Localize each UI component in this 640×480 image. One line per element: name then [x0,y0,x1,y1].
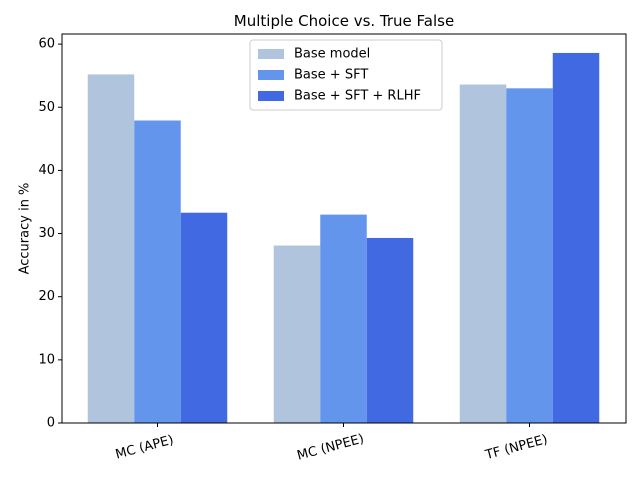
x-tick-label: MC (NPEE) [296,432,366,464]
legend-label: Base model [294,47,370,62]
x-tick-label: MC (APE) [114,433,175,463]
bar-base-sft-rlhf-0 [180,212,228,423]
legend-label: Base + SFT [294,68,368,83]
bar-base-model-2 [459,84,507,424]
legend-swatch [258,70,284,80]
y-tick-label: 50 [38,100,55,115]
bar-base-model-0 [87,74,135,423]
legend-swatch [258,91,284,101]
x-axis: MC (APE) MC (NPEE) TF (NPEE) [114,423,549,464]
chart-title: Multiple Choice vs. True False [234,12,454,30]
x-tick-label: TF (NPEE) [483,432,549,463]
legend-swatch [258,49,284,59]
bar-base-sft-1 [320,214,367,423]
bar-base-model-1 [273,245,321,423]
y-tick-label: 60 [38,37,55,52]
y-tick-label: 10 [38,352,55,367]
legend-box [249,39,443,111]
bar-base-sft-rlhf-1 [366,237,414,423]
y-tick-label: 30 [38,226,55,241]
y-axis-label: Accuracy in % [18,183,33,275]
plot-frame [61,33,627,424]
bar-base-sft-0 [134,120,181,423]
y-axis: 0 10 20 30 40 50 60 [38,37,62,431]
bar-base-sft-2 [506,88,553,423]
bar-base-sft-rlhf-2 [552,52,600,424]
legend-label: Base + SFT + RLHF [294,89,421,104]
y-tick-label: 0 [47,416,55,431]
legend: Base model Base + SFT Base + SFT + RLHF [249,39,443,111]
y-tick-label: 20 [38,289,55,304]
y-tick-label: 40 [38,163,55,178]
bars-group [87,52,600,424]
